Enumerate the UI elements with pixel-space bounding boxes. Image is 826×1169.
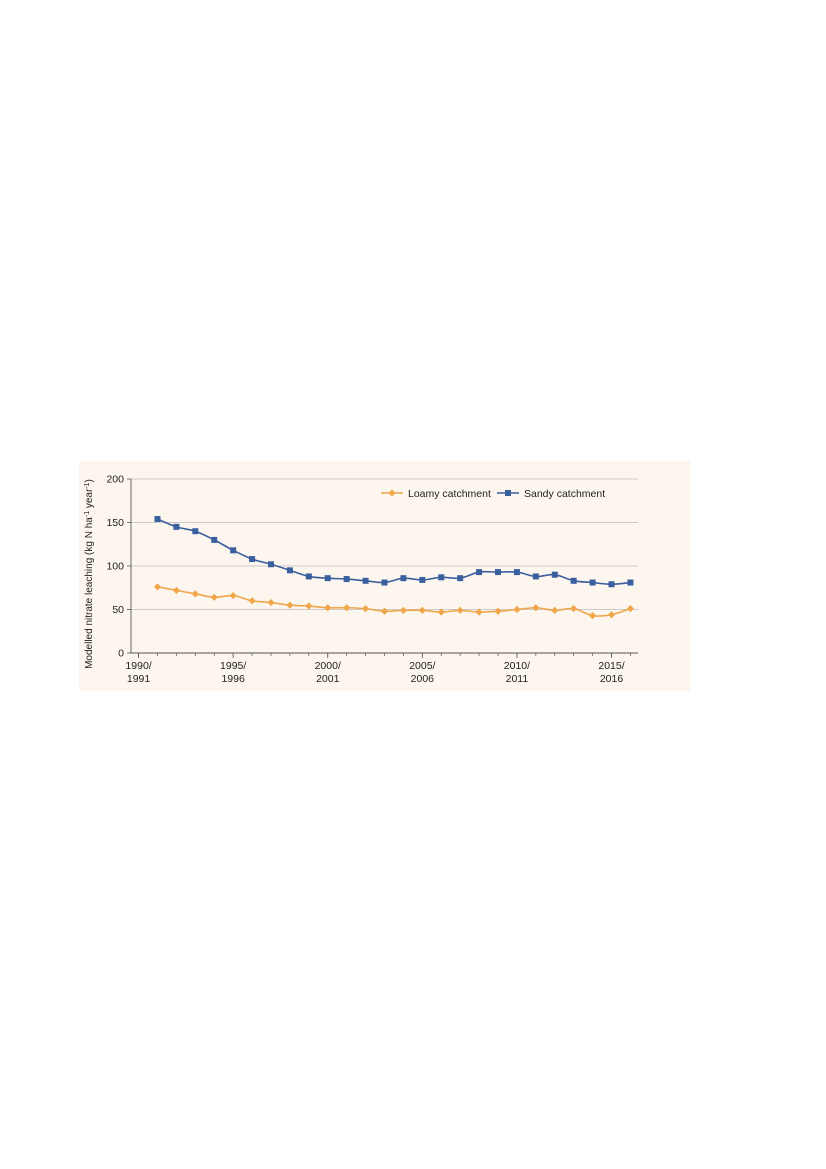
data-point-1-2011	[532, 573, 539, 580]
series-1	[154, 516, 634, 588]
y-axis-label-part-0: Modelled nitrate leaching (kg N ha	[84, 517, 95, 669]
y-axis-label-part-1: -1	[84, 511, 91, 517]
data-point-1-1997	[267, 561, 274, 568]
axes: 0 50 100 150 200 1990/1991 1995/1996 2000/2001 2…	[106, 474, 638, 685]
data-point-1-2002	[362, 577, 369, 584]
data-point-1-2008	[476, 569, 483, 576]
x-tick-label-2015-line1: 2015/	[598, 660, 624, 672]
data-point-1-2006	[438, 574, 445, 581]
data-point-0-1995	[229, 591, 237, 600]
data-point-0-1993	[191, 590, 199, 598]
data-point-1-1992	[173, 523, 180, 530]
data-point-0-2004	[399, 606, 408, 614]
data-point-0-2005	[418, 606, 426, 614]
series-0	[153, 583, 635, 620]
data-point-0-2007	[456, 606, 464, 614]
x-tick-label-1995-line2: 1996	[221, 673, 245, 685]
data-point-1-2004	[400, 575, 407, 582]
data-point-0-2014	[588, 611, 597, 620]
data-point-1-2009	[495, 569, 502, 576]
data-point-0-1991	[153, 583, 162, 591]
y-axis-label-part-4: )	[84, 479, 95, 482]
x-tick-label-2010-line2: 2011	[506, 673, 529, 685]
data-point-0-2016	[626, 605, 635, 613]
data-point-1-2003	[381, 579, 388, 586]
data-point-1-1999	[305, 573, 312, 580]
data-point-0-2012	[551, 606, 559, 614]
data-point-0-1998	[286, 601, 294, 609]
data-point-1-2005	[419, 576, 426, 583]
data-point-1-2001	[343, 576, 350, 583]
y-axis-label-part-3: -1	[84, 482, 91, 488]
legend-marker-1	[505, 490, 511, 496]
chart-panel: 0 50 100 150 200 1990/1991 1995/1996 2000/2001 2…	[79, 461, 690, 691]
x-tick-label-2010-line1: 2010/	[504, 660, 530, 672]
data-point-1-1993	[192, 528, 199, 535]
legend-marker-0	[388, 489, 396, 497]
data-point-1-2016	[627, 579, 634, 586]
data-point-1-2014	[589, 579, 596, 586]
data-point-0-1997	[267, 598, 275, 607]
data-point-1-2013	[570, 577, 577, 584]
data-point-1-1996	[249, 556, 256, 563]
data-point-0-1996	[248, 597, 256, 605]
data-point-0-2013	[570, 605, 578, 613]
y-tick-label-0: 0	[118, 648, 124, 660]
data-point-0-2009	[494, 607, 502, 615]
series-lines	[153, 516, 635, 620]
data-point-0-2001	[343, 604, 351, 612]
legend-label-1: Sandy catchment	[524, 488, 605, 500]
y-axis-label: Modelled nitrate leaching (kg N ha-1 yea…	[84, 479, 96, 669]
data-point-1-1998	[286, 567, 293, 574]
x-tick-label-2015-line2: 2016	[600, 673, 624, 685]
y-tick-label-50: 50	[112, 604, 124, 616]
series-line-1	[157, 518, 631, 586]
data-point-1-2000	[324, 575, 331, 582]
data-point-1-2007	[457, 575, 464, 582]
data-point-1-2010	[513, 569, 520, 576]
data-point-0-1999	[305, 602, 313, 610]
x-tick-label-1990-line2: 1991	[127, 673, 151, 685]
x-tick-label-1995-line1: 1995/	[220, 660, 246, 672]
x-tick-label-1990-line1: 1990/	[125, 660, 151, 672]
data-point-0-2000	[324, 604, 332, 612]
data-point-1-1994	[211, 536, 218, 543]
data-point-1-1995	[230, 547, 237, 554]
data-point-0-2011	[532, 604, 540, 612]
data-point-1-2012	[551, 571, 558, 578]
x-tick-label-2005-line1: 2005/	[409, 660, 435, 672]
data-point-0-2015	[607, 611, 616, 619]
data-point-0-2010	[513, 605, 521, 614]
y-tick-label-150: 150	[106, 517, 124, 529]
x-tick-label-2000-line1: 2000/	[315, 660, 341, 672]
data-point-1-2015	[608, 581, 615, 588]
line-chart: 0 50 100 150 200 1990/1991 1995/1996 2000/2001 2…	[84, 474, 638, 685]
legend-label-0: Loamy catchment	[408, 488, 491, 500]
data-point-0-2003	[380, 607, 389, 615]
data-point-0-2002	[361, 605, 370, 613]
data-point-0-1994	[210, 593, 218, 601]
y-tick-label-200: 200	[106, 474, 124, 486]
y-axis-label-part-2: year	[84, 488, 95, 511]
data-point-1-1991	[154, 516, 161, 523]
y-tick-label-100: 100	[106, 561, 124, 573]
data-point-0-1992	[172, 586, 181, 594]
x-tick-label-2000-line2: 2001	[316, 673, 340, 685]
legend: Loamy catchment Sandy catchment	[381, 488, 605, 500]
x-tick-label-2005-line2: 2006	[411, 673, 435, 685]
series-line-0	[157, 586, 631, 617]
